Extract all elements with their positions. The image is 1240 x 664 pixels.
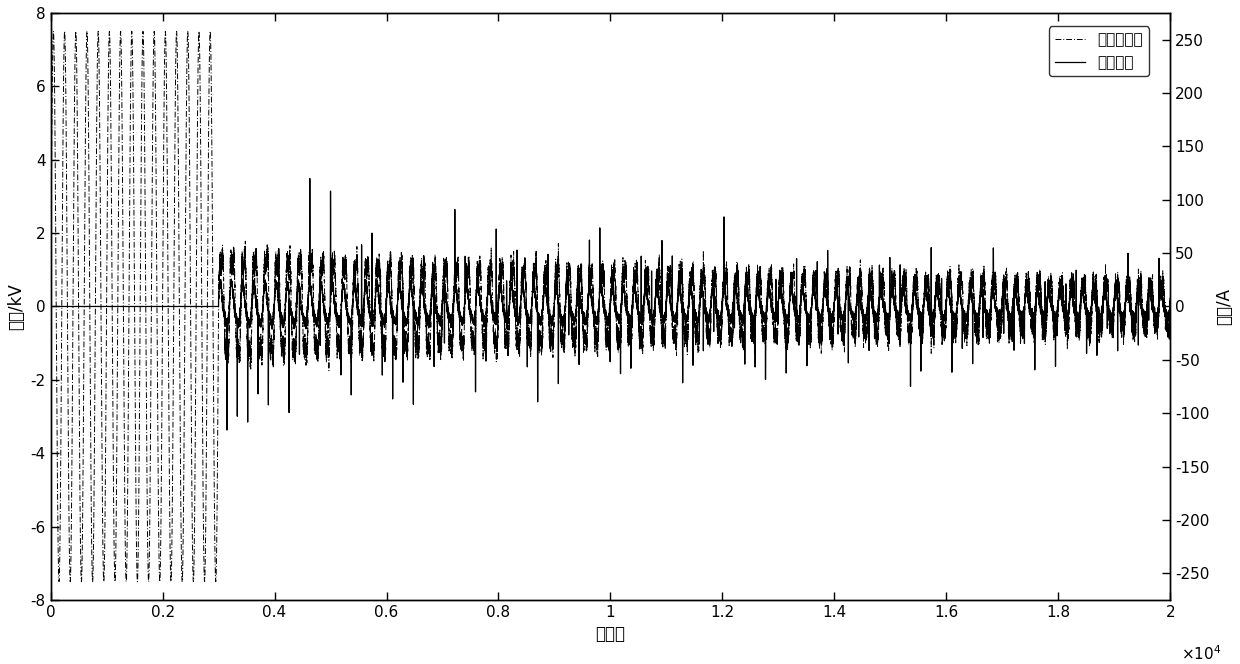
X-axis label: 采样点: 采样点 [595,625,625,643]
零序电流 [322,304,337,312]
Line: 零序电流: 零序电流 [51,179,1171,430]
零序电流 [219,426,234,434]
故障相电压 [43,303,58,311]
零序电流 [1090,306,1105,314]
故障相电压 [720,306,735,314]
Y-axis label: 幅値/A: 幅値/A [1215,288,1233,325]
零序电流 [720,311,735,319]
零序电流 [303,175,317,183]
零序电流 [1163,299,1178,307]
故障相电压 [52,578,67,586]
Y-axis label: 幅値/kV: 幅値/kV [7,283,25,330]
零序电流 [763,285,777,293]
Text: $\times 10^4$: $\times 10^4$ [1182,644,1221,663]
故障相电压 [1163,300,1178,308]
故障相电压 [573,274,588,282]
故障相电压 [322,331,337,339]
Line: 故障相电压: 故障相电压 [51,31,1171,582]
故障相电压 [763,284,777,291]
Legend: 故障相电压, 零序电流: 故障相电压, 零序电流 [1049,27,1149,76]
零序电流 [43,303,58,311]
故障相电压 [46,27,61,35]
故障相电压 [1090,303,1105,311]
零序电流 [844,309,859,317]
故障相电压 [844,327,859,335]
零序电流 [573,295,588,303]
